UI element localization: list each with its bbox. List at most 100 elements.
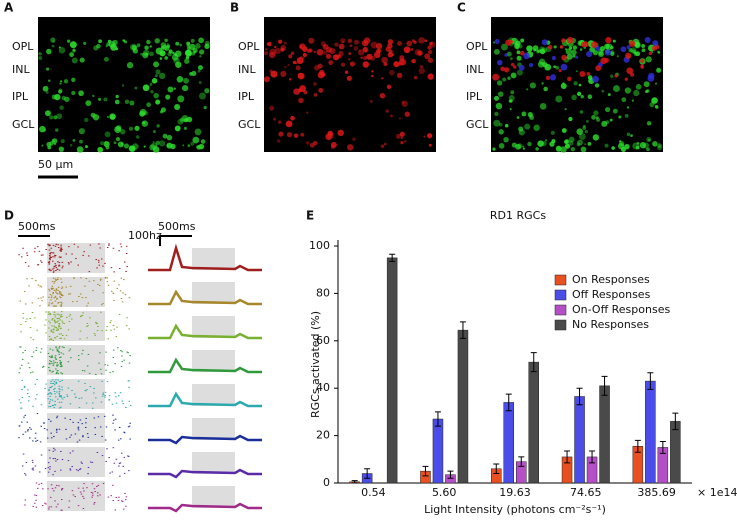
spike [84, 390, 87, 392]
spike [91, 494, 94, 496]
cell-signal [363, 56, 368, 61]
psth-trace [148, 323, 262, 340]
cell-signal [106, 42, 111, 47]
spike [67, 361, 70, 363]
cell-signal [576, 91, 582, 97]
cell-signal [290, 115, 295, 121]
cell-signal [568, 46, 573, 50]
spike [48, 356, 51, 358]
cell-signal [564, 143, 571, 149]
spike [111, 471, 114, 473]
spike [121, 361, 124, 363]
spike [91, 492, 94, 494]
spike [59, 396, 62, 398]
cell-signal [413, 75, 418, 80]
spike [61, 389, 64, 391]
spike [27, 389, 29, 391]
spike [57, 328, 60, 330]
spike [80, 493, 83, 495]
spike [72, 450, 74, 452]
spike [63, 322, 65, 324]
cell-signal [166, 44, 171, 48]
cell-signal [288, 77, 292, 81]
cell-signal [380, 144, 385, 149]
spike [107, 338, 110, 340]
cell-signal [492, 41, 496, 44]
cell-signal [610, 50, 615, 55]
spike [50, 270, 52, 272]
cell-signal [629, 40, 636, 47]
cell-signal [348, 52, 351, 55]
spike [112, 500, 115, 502]
spike [60, 352, 63, 354]
legend-swatch [554, 274, 567, 286]
cell-signal [154, 38, 160, 44]
spike [86, 322, 89, 324]
cell-signal [183, 77, 189, 84]
spike [51, 385, 53, 387]
spike [129, 422, 131, 424]
spike [60, 281, 63, 283]
spike [37, 264, 39, 266]
cell-signal [76, 146, 84, 153]
cell-signal [381, 56, 388, 64]
spike [113, 328, 116, 330]
spike [58, 256, 61, 258]
spike [80, 461, 83, 463]
cell-signal [143, 111, 148, 116]
spike [51, 295, 53, 297]
cell-signal [497, 59, 503, 66]
cell-signal [121, 84, 125, 87]
spike [52, 450, 55, 452]
cell-signal [51, 44, 55, 48]
cell-signal [503, 136, 509, 143]
spike [68, 500, 71, 502]
stimulus-box [47, 345, 105, 375]
cell-signal [177, 95, 185, 103]
spike [118, 465, 120, 467]
spike [60, 313, 63, 315]
spike [42, 488, 44, 490]
cell-signal [626, 132, 631, 137]
spike [53, 381, 56, 383]
spike [127, 426, 130, 428]
spike [54, 355, 57, 357]
cell-signal [186, 41, 191, 46]
spike [40, 348, 43, 350]
spike [61, 366, 63, 368]
spike [27, 430, 29, 432]
cell-signal [504, 53, 508, 57]
spike [24, 504, 26, 506]
cell-signal [584, 143, 587, 146]
cell-signal [360, 56, 363, 59]
spike [97, 495, 99, 497]
cell-signal [657, 143, 662, 148]
spike [71, 466, 73, 468]
cell-signal [646, 147, 650, 152]
spike [58, 326, 60, 328]
spike [18, 437, 20, 439]
spike [50, 382, 52, 384]
cell-signal [92, 94, 95, 98]
spike [104, 277, 107, 279]
cell-signal [567, 76, 572, 82]
spike [115, 402, 118, 404]
spike [82, 487, 84, 489]
cell-signal [571, 94, 577, 101]
cell-signal [299, 85, 307, 92]
spike [68, 263, 70, 265]
spike [48, 304, 50, 306]
spike [105, 369, 107, 371]
spike [50, 380, 52, 382]
spike [101, 330, 103, 332]
spike [123, 279, 125, 281]
spike [84, 285, 86, 287]
spike [56, 458, 59, 460]
cell-signal [153, 92, 159, 99]
cell-signal [192, 136, 200, 144]
cell-signal [152, 130, 156, 133]
cell-signal [153, 61, 160, 68]
spike [48, 508, 50, 510]
cell-signal [428, 49, 433, 55]
legend-swatch [554, 319, 567, 331]
